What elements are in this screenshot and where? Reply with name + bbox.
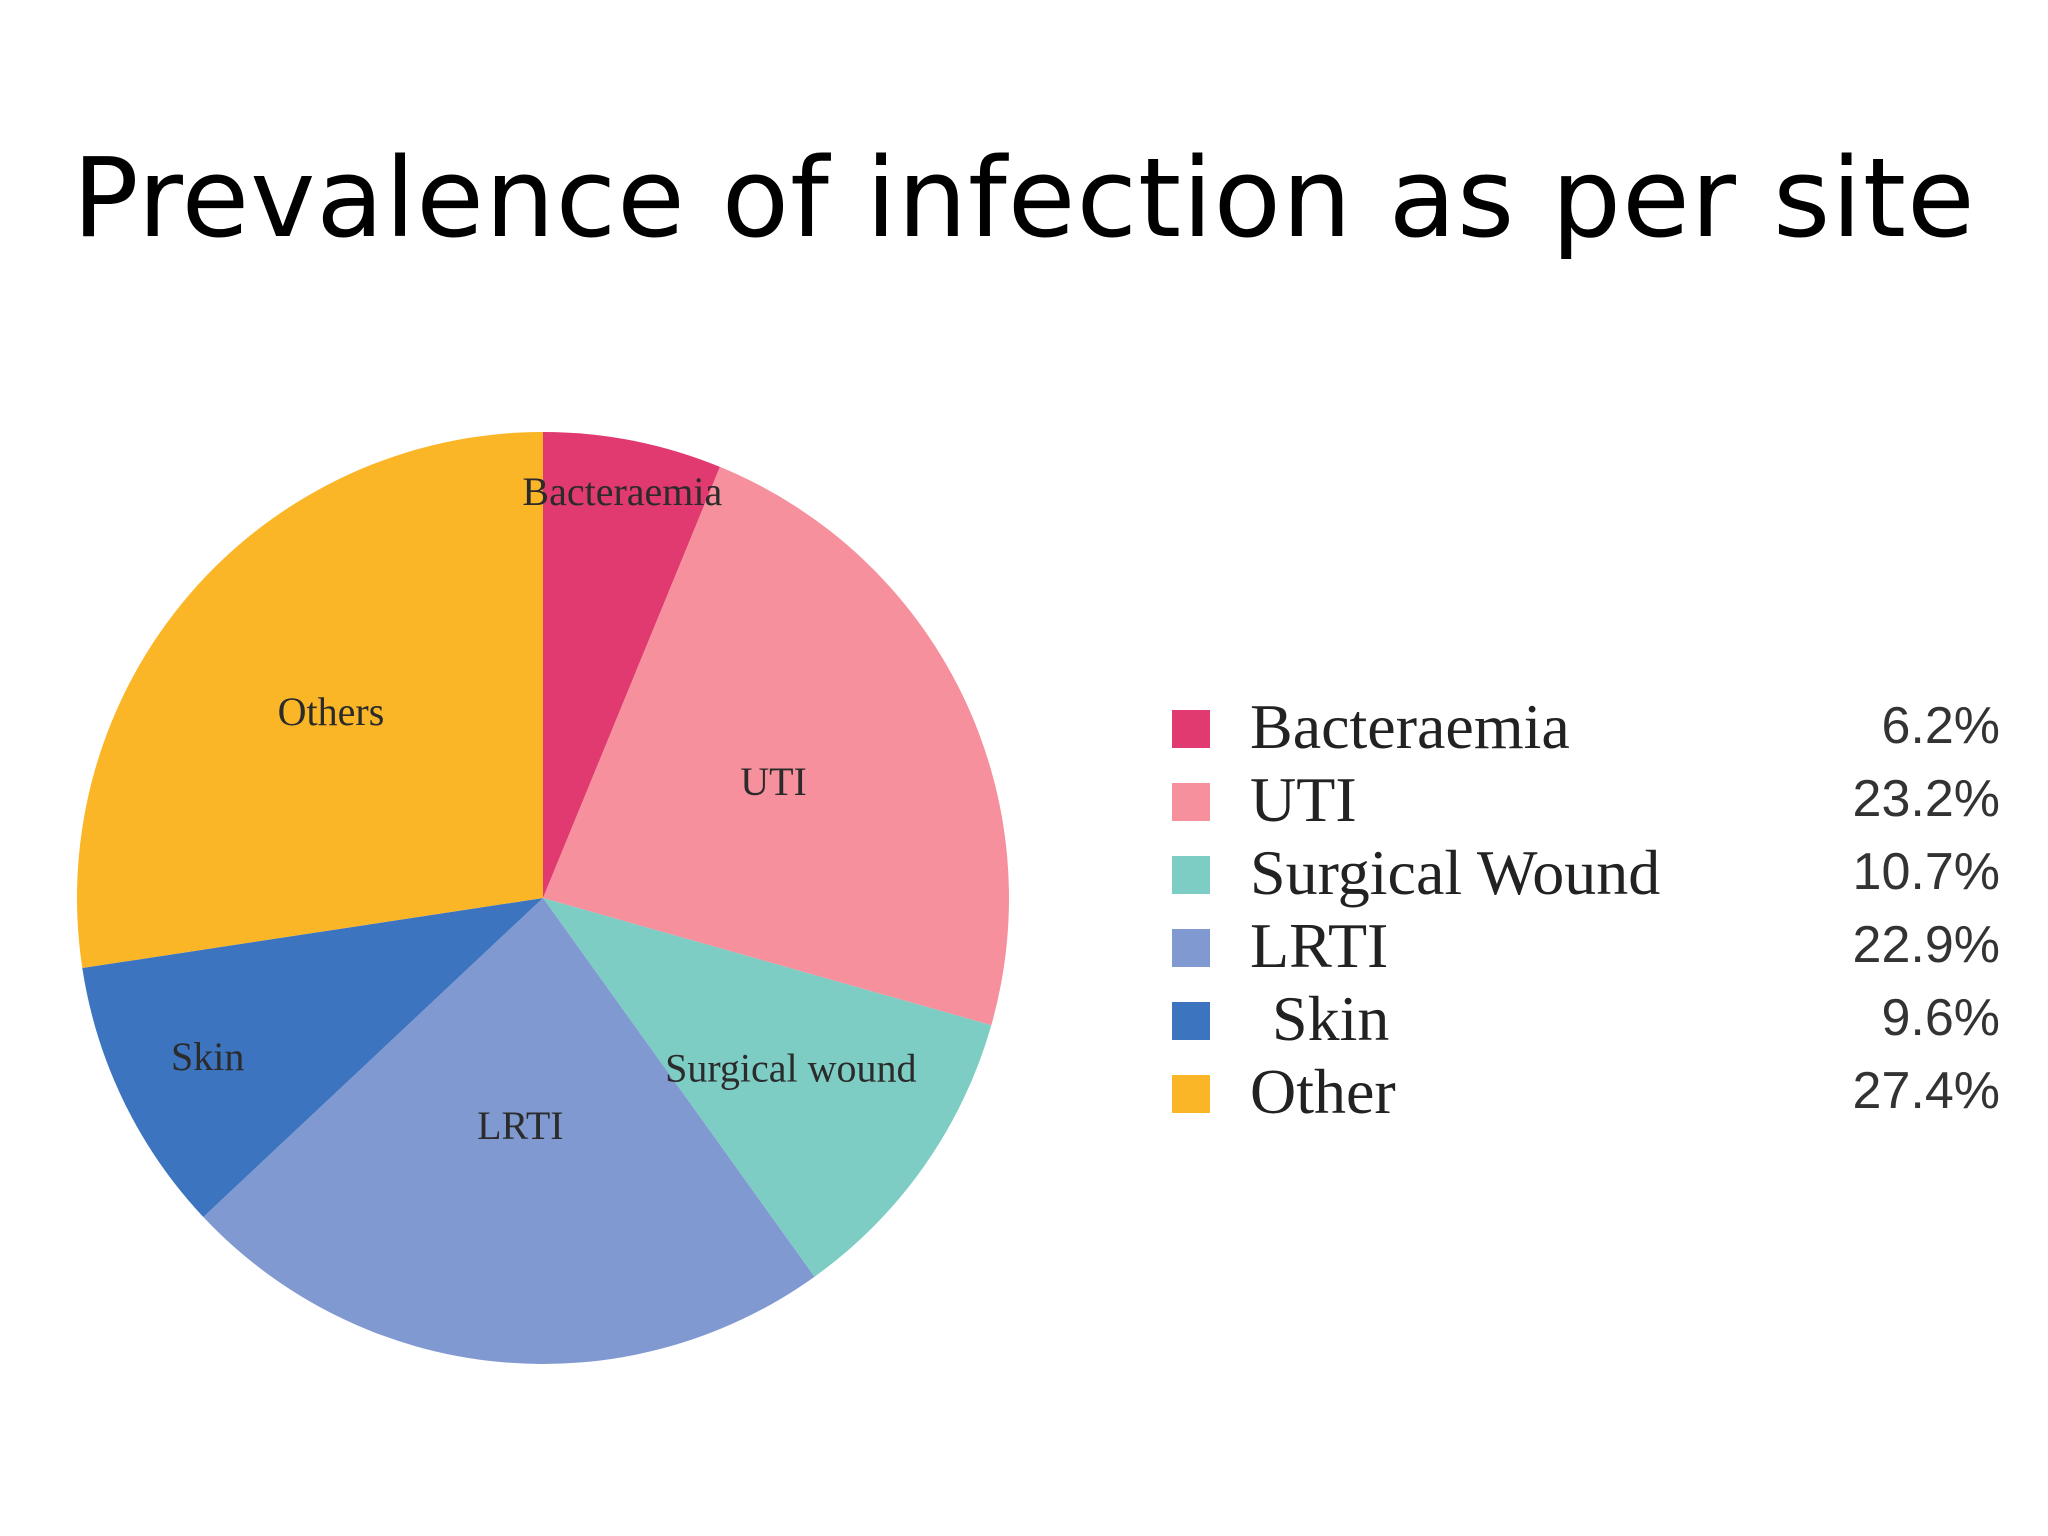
- legend-item-other: Other 27.4%: [1172, 1055, 2012, 1128]
- pie-slice-skin: [82, 898, 544, 1217]
- legend-label: Skin: [1272, 983, 1390, 1054]
- legend-label: Other: [1250, 1056, 1396, 1127]
- legend-label: Bacteraemia: [1250, 691, 1570, 762]
- legend-label: Surgical Wound: [1250, 837, 1661, 908]
- pie-label-lrti: LRTI: [477, 1103, 563, 1148]
- legend-value: 27.4%: [1852, 1062, 2000, 1120]
- legend: Bacteraemia 6.2% UTI 23.2% Surgical Woun…: [1172, 690, 2012, 1128]
- legend-value: 23.2%: [1852, 770, 2000, 828]
- legend-item-surgical-wound: Surgical Wound 10.7%: [1172, 836, 2012, 909]
- legend-item-skin: Skin 9.6%: [1172, 982, 2012, 1055]
- legend-item-uti: UTI 23.2%: [1172, 763, 2012, 836]
- pie-label-other: Others: [278, 689, 385, 734]
- pie-label-uti: UTI: [740, 759, 807, 804]
- pie-label-skin: Skin: [171, 1034, 244, 1079]
- pie-slice-bacteraemia: [543, 432, 720, 898]
- pie-slice-lrti: [203, 898, 815, 1364]
- legend-value: 10.7%: [1852, 843, 2000, 901]
- pie-slice-uti: [543, 466, 1009, 1026]
- pie-label-surgical-wound: Surgical wound: [665, 1045, 916, 1090]
- slide-title: Prevalence of infection as per site: [72, 134, 1976, 262]
- legend-swatch: [1172, 856, 1210, 894]
- legend-label: LRTI: [1250, 910, 1389, 981]
- legend-label: UTI: [1250, 764, 1357, 835]
- legend-item-lrti: LRTI 22.9%: [1172, 909, 2012, 982]
- legend-swatch: [1172, 710, 1210, 748]
- legend-value: 9.6%: [1881, 989, 2000, 1047]
- pie-label-bacteraemia: Bacteraemia: [522, 469, 722, 514]
- legend-swatch: [1172, 1075, 1210, 1113]
- legend-swatch: [1172, 929, 1210, 967]
- legend-swatch: [1172, 783, 1210, 821]
- legend-swatch: [1172, 1002, 1210, 1040]
- legend-value: 22.9%: [1852, 916, 2000, 974]
- pie-slice-surgical-wound: [543, 898, 992, 1277]
- legend-value: 6.2%: [1881, 697, 2000, 755]
- pie-slice-other: [76, 432, 543, 969]
- legend-item-bacteraemia: Bacteraemia 6.2%: [1172, 690, 2012, 763]
